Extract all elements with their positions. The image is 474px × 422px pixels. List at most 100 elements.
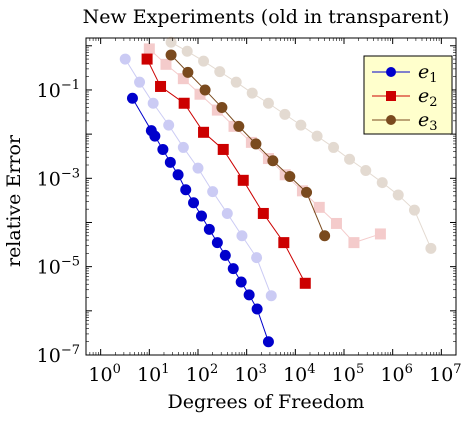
data-point <box>251 303 263 315</box>
plot-area <box>119 36 437 348</box>
data-point <box>198 55 210 67</box>
legend-marker <box>386 67 396 77</box>
data-point <box>279 108 291 120</box>
data-point <box>188 197 200 209</box>
x-tick-label: 102 <box>186 362 218 386</box>
data-point <box>313 201 325 213</box>
data-point <box>216 102 228 114</box>
data-point <box>262 97 274 109</box>
data-point <box>199 84 211 96</box>
data-point <box>157 143 169 155</box>
data-point <box>243 289 255 301</box>
data-point <box>235 276 247 288</box>
series-line <box>170 41 432 249</box>
data-point <box>126 92 138 104</box>
data-point <box>147 97 159 109</box>
series-e3 <box>165 49 331 242</box>
series-e1 <box>126 92 274 348</box>
data-point <box>328 141 340 153</box>
data-point <box>301 186 313 198</box>
data-point <box>211 237 223 249</box>
data-point <box>284 170 296 182</box>
data-point <box>149 130 161 142</box>
x-tick-label: 105 <box>332 362 364 386</box>
series-old-5 <box>165 36 437 254</box>
data-point <box>251 252 263 264</box>
data-point <box>425 242 437 254</box>
data-point <box>267 155 279 167</box>
data-point <box>192 162 204 174</box>
data-point <box>227 263 239 275</box>
chart-title: New Experiments (old in transparent) <box>83 6 450 28</box>
data-point <box>143 43 155 55</box>
data-point <box>330 217 342 229</box>
x-tick-label: 101 <box>137 362 169 386</box>
data-point <box>408 204 420 216</box>
data-point <box>177 141 189 153</box>
data-point <box>172 169 184 181</box>
data-point <box>195 210 207 222</box>
data-point <box>233 120 245 132</box>
data-point <box>221 207 233 219</box>
legend-label: e1 <box>418 61 438 86</box>
data-point <box>165 36 177 48</box>
x-tick-label: 106 <box>380 362 412 386</box>
data-point <box>392 189 404 201</box>
x-tick-label: 104 <box>283 362 315 386</box>
data-point <box>250 138 262 150</box>
series-old-3 <box>119 53 277 302</box>
legend-label: e2 <box>418 85 438 110</box>
y-tick-label: 10−3 <box>37 166 80 190</box>
legend-marker <box>386 115 396 125</box>
data-point <box>134 76 146 88</box>
y-axis-label: relative Error <box>3 134 25 267</box>
data-point <box>246 87 258 99</box>
data-point <box>119 53 131 65</box>
legend-label: e3 <box>418 109 438 134</box>
data-point <box>374 228 386 240</box>
data-point <box>265 290 277 302</box>
data-point <box>214 66 226 78</box>
data-point <box>299 277 311 289</box>
data-point <box>181 45 193 57</box>
y-tick-label: 10−5 <box>37 255 80 279</box>
data-point <box>311 130 323 142</box>
data-point <box>257 207 269 219</box>
series-line <box>170 54 326 236</box>
x-axis-label: Degrees of Freedom <box>168 391 365 413</box>
axis-ticks: 100 101 102 103 104 105 106 107 10−7 10−5 10−3 10−1 <box>37 38 462 386</box>
data-point <box>160 58 172 70</box>
data-point <box>163 119 175 131</box>
data-point <box>217 143 229 155</box>
data-point <box>141 53 153 65</box>
data-point <box>219 249 231 261</box>
data-point <box>319 230 331 242</box>
series-line <box>124 58 272 296</box>
data-point <box>203 223 215 235</box>
data-point <box>237 174 249 186</box>
data-point <box>198 126 210 138</box>
data-point <box>295 119 307 131</box>
data-point <box>236 230 248 242</box>
data-point <box>155 80 167 92</box>
data-point <box>180 184 192 196</box>
plot-frame <box>85 37 457 356</box>
data-point <box>230 76 242 88</box>
series-line <box>148 48 381 244</box>
legend-marker <box>386 91 396 101</box>
x-tick-label: 103 <box>234 362 266 386</box>
data-point <box>178 97 190 109</box>
series-e2 <box>141 53 311 289</box>
data-point <box>182 66 194 78</box>
data-point <box>262 336 274 348</box>
legend-box <box>363 55 453 135</box>
data-point <box>207 186 219 198</box>
data-point <box>376 177 388 189</box>
y-tick-label: 10−1 <box>37 78 80 102</box>
data-point <box>165 49 177 61</box>
y-tick-label: 10−7 <box>37 343 80 367</box>
data-point <box>278 237 290 249</box>
